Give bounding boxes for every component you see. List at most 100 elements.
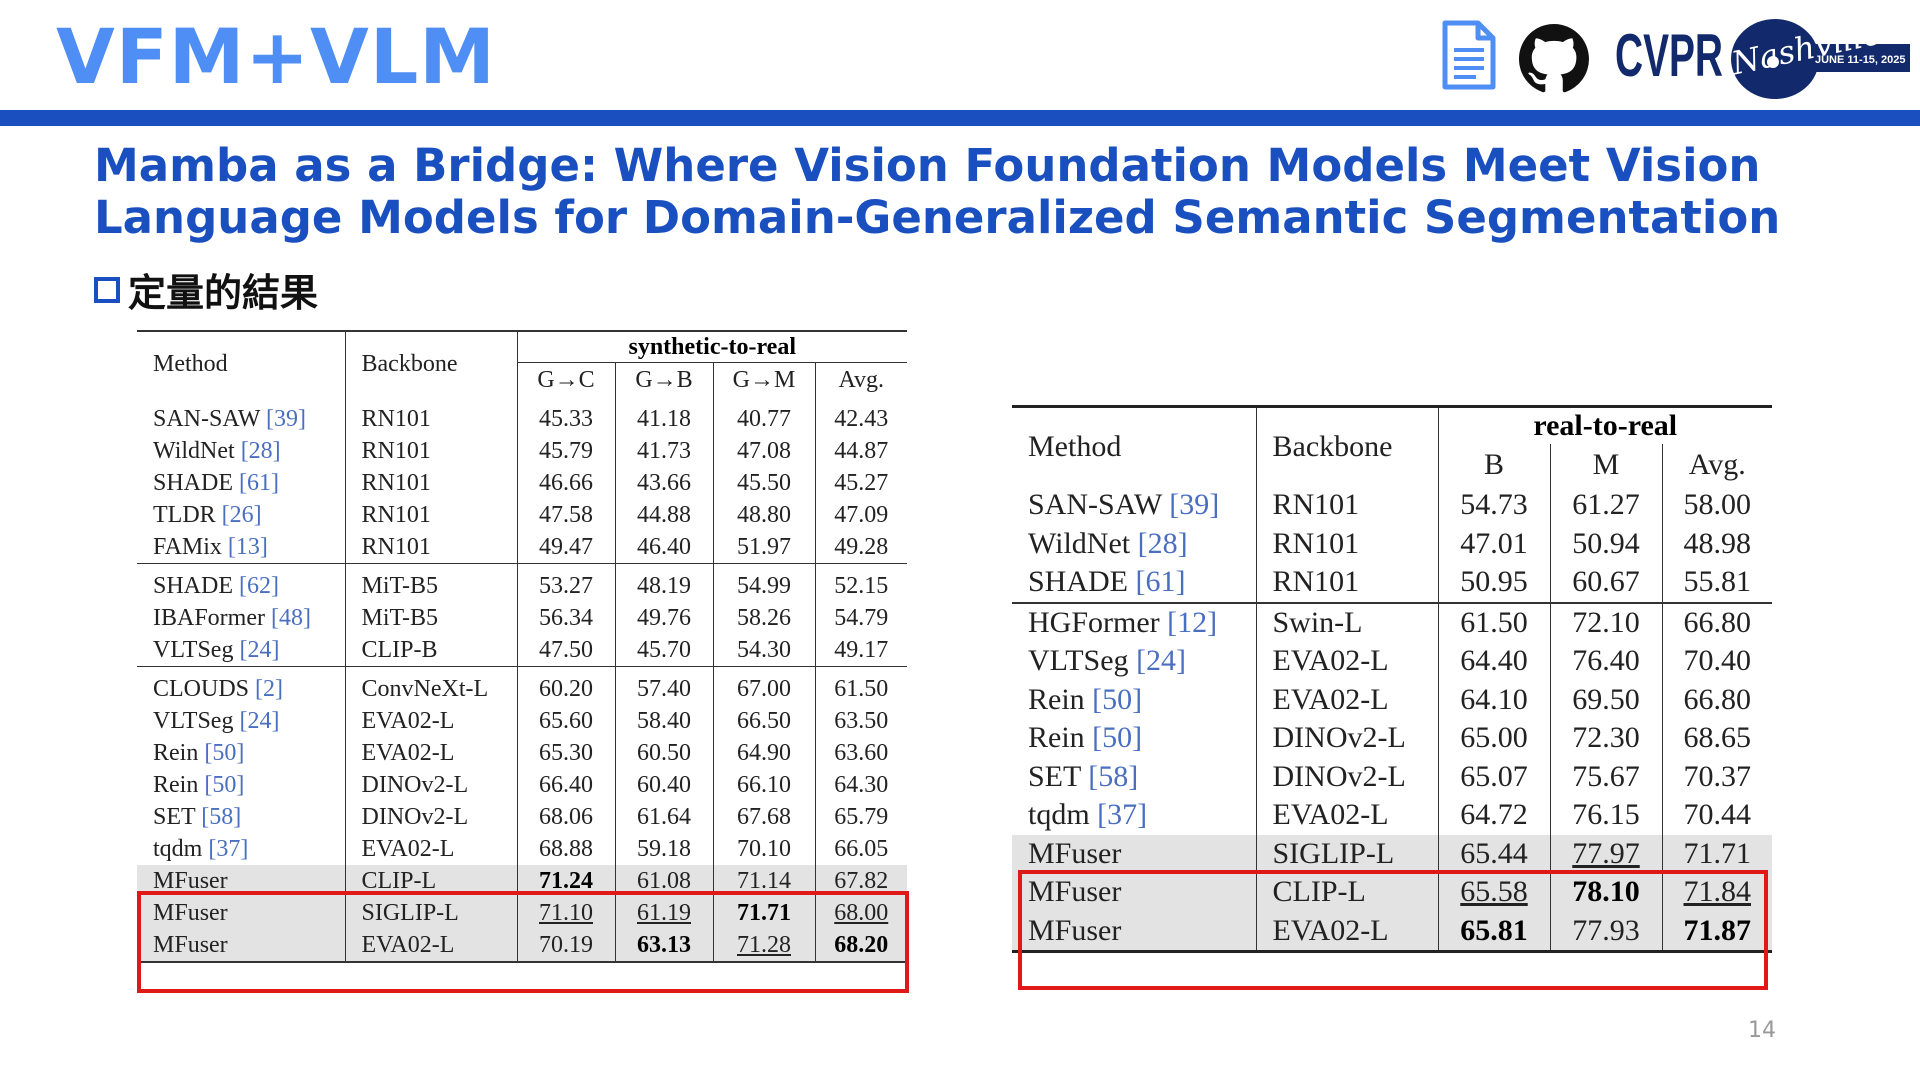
value-text: 70.37	[1683, 759, 1752, 793]
value-text: 63.50	[834, 707, 889, 734]
value-cell: 52.15	[814, 563, 907, 602]
method-name: Rein	[153, 771, 199, 798]
value-cell: 70.40	[1661, 642, 1772, 681]
value-text: 65.00	[1460, 721, 1528, 755]
value-cell: 47.08	[712, 435, 815, 467]
method-cell: Rein [50]	[137, 769, 345, 801]
value-text: 78.10	[1572, 875, 1640, 909]
github-icon[interactable]	[1519, 24, 1589, 94]
value-text: 70.40	[1683, 644, 1752, 678]
value-text: 63.60	[834, 739, 889, 766]
value-text: 66.80	[1683, 605, 1752, 639]
value-cell: 49.76	[614, 602, 713, 634]
citation-link[interactable]: [2]	[255, 675, 283, 702]
citation-link[interactable]: [58]	[201, 803, 242, 830]
header-col: G→B	[614, 362, 713, 397]
method-cell: VLTSeg [24]	[1012, 642, 1256, 681]
value-text: 61.08	[637, 867, 691, 894]
citation-link[interactable]: [24]	[239, 636, 280, 663]
citation-link[interactable]: [28]	[240, 437, 281, 464]
method-name: VLTSeg	[153, 707, 234, 734]
table-row: Rein [50] DINOv2-L 65.00 72.30 68.65	[1012, 719, 1772, 758]
method-name: SET	[153, 803, 196, 830]
value-text: 40.77	[737, 405, 791, 432]
value-cell: 64.72	[1437, 796, 1550, 835]
value-text: 45.33	[539, 405, 593, 432]
method-name: SHADE	[1028, 565, 1129, 599]
value-cell: 61.50	[1437, 601, 1550, 642]
table-body: SAN-SAW [39] RN101 54.73 61.27 58.00 WildNet …	[1012, 486, 1772, 952]
logo-wordmark: CVPR	[1615, 22, 1723, 89]
value-cell: 71.71	[712, 897, 815, 929]
citation-link[interactable]: [26]	[221, 501, 262, 528]
value-cell: 68.06	[516, 801, 615, 833]
value-cell: 67.68	[712, 801, 815, 833]
citation-link[interactable]: [58]	[1088, 759, 1139, 793]
value-text: 76.40	[1572, 644, 1640, 678]
value-cell: 71.87	[1661, 911, 1772, 952]
method-cell: Rein [50]	[1012, 719, 1256, 758]
citation-link[interactable]: [61]	[239, 469, 279, 496]
value-text: 60.40	[637, 771, 691, 798]
value-text: 48.80	[737, 501, 791, 528]
backbone-cell: RN101	[344, 499, 517, 531]
checkbox-bullet-icon	[94, 276, 120, 303]
citation-link[interactable]: [50]	[1092, 682, 1143, 716]
backbone-cell: RN101	[344, 531, 517, 564]
value-text: 54.73	[1460, 488, 1528, 522]
value-cell: 75.67	[1549, 757, 1662, 796]
citation-link[interactable]: [62]	[239, 572, 279, 599]
table-row: TLDR [26] RN101 47.58 44.88 48.80 47.09	[137, 499, 907, 531]
citation-link[interactable]: [39]	[265, 405, 306, 432]
citation-link[interactable]: [12]	[1167, 605, 1218, 639]
value-cell: 64.40	[1437, 642, 1550, 681]
citation-link[interactable]: [24]	[239, 707, 280, 734]
value-cell: 54.99	[712, 563, 815, 602]
value-text: 71.10	[539, 899, 593, 926]
method-cell: IBAFormer [48]	[137, 602, 345, 634]
citation-link[interactable]: [37]	[1097, 798, 1148, 832]
value-cell: 65.07	[1437, 757, 1550, 796]
value-cell: 72.10	[1549, 601, 1662, 642]
table-row: MFuser SIGLIP-L 71.10 61.19 71.71 68.00	[137, 897, 907, 929]
citation-link[interactable]: [61]	[1135, 565, 1186, 599]
paper-title-line-1: Mamba as a Bridge: Where Vision Foundati…	[94, 139, 1761, 192]
value-cell: 47.50	[516, 634, 615, 667]
value-cell: 45.27	[814, 467, 907, 499]
citation-link[interactable]: [50]	[204, 771, 245, 798]
citation-link[interactable]: [50]	[204, 739, 245, 766]
citation-link[interactable]: [39]	[1169, 488, 1220, 522]
value-text: 47.50	[539, 636, 593, 663]
value-text: 66.80	[1683, 682, 1752, 716]
value-cell: 64.90	[712, 737, 815, 769]
value-text: 47.08	[737, 437, 791, 464]
value-cell: 65.60	[516, 705, 615, 737]
table-row: MFuser SIGLIP-L 65.44 77.97 71.71	[1012, 834, 1772, 873]
value-text: 52.15	[834, 572, 889, 599]
value-cell: 71.71	[1661, 834, 1772, 873]
value-text: 64.90	[737, 739, 791, 766]
value-text: 47.58	[539, 501, 593, 528]
table-row: SAN-SAW [39] RN101 45.33 41.18 40.77 42.43	[137, 397, 907, 435]
document-icon[interactable]	[1442, 20, 1496, 90]
header-col: Avg.	[1661, 444, 1772, 486]
value-text: 61.50	[1460, 605, 1528, 639]
value-text: 61.19	[637, 899, 691, 926]
value-cell: 44.88	[614, 499, 713, 531]
table-row: VLTSeg [24] CLIP-B 47.50 45.70 54.30 49.17	[137, 634, 907, 667]
method-name: Rein	[1028, 721, 1085, 755]
citation-link[interactable]: [13]	[227, 533, 268, 560]
citation-link[interactable]: [24]	[1136, 644, 1187, 678]
method-name: SAN-SAW	[153, 405, 260, 432]
value-text: 71.71	[737, 899, 791, 926]
citation-link[interactable]: [37]	[208, 835, 249, 862]
method-name: VLTSeg	[1028, 644, 1129, 678]
citation-link[interactable]: [28]	[1137, 526, 1188, 560]
method-cell: MFuser	[137, 897, 345, 929]
citation-link[interactable]: [48]	[270, 604, 311, 631]
citation-link[interactable]: [50]	[1092, 721, 1143, 755]
value-text: 65.44	[1460, 836, 1528, 870]
backbone-cell: CLIP-B	[344, 634, 517, 667]
value-text: 68.20	[834, 931, 889, 958]
value-cell: 61.50	[814, 666, 907, 705]
